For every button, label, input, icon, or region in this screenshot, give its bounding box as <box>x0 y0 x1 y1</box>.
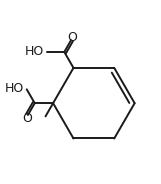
Text: O: O <box>67 31 77 44</box>
Text: O: O <box>22 112 32 125</box>
Text: HO: HO <box>25 45 44 59</box>
Text: HO: HO <box>5 82 24 95</box>
